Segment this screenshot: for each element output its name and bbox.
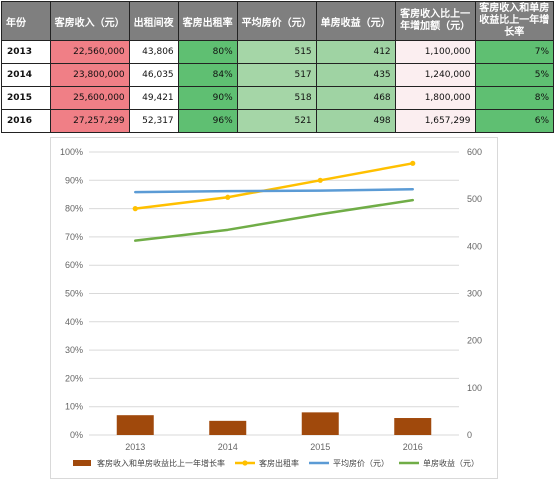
table-header-row: 年份 客房收入（元） 出租间夜 客房出租率 平均房价（元） 单房收益（元） 客房… (1, 1, 554, 41)
legend-label: 客房收入和单房收益比上一年增长率 (97, 458, 225, 468)
cell-nights: 43,806 (128, 40, 179, 64)
y-left-tick-label: 60% (65, 260, 83, 270)
y-left-tick-label: 90% (65, 175, 83, 185)
y-right-tick-label: 0 (467, 430, 472, 440)
y-left-tick-label: 20% (65, 373, 83, 383)
table-row: 2013 22,560,000 43,806 80% 515 412 1,100… (1, 40, 554, 64)
y-right-tick-label: 600 (467, 147, 482, 157)
cell-year: 2015 (1, 86, 51, 110)
cell-occupancy: 80% (177, 40, 238, 64)
y-right-tick-label: 100 (467, 383, 482, 393)
cell-avg-price: 518 (236, 86, 317, 110)
y-left-tick-label: 80% (65, 204, 83, 214)
cell-increase: 1,657,299 (394, 109, 476, 133)
data-point (410, 160, 416, 166)
header-occupancy: 客房出租率 (177, 1, 238, 41)
cell-room-yield: 498 (315, 109, 396, 133)
table-row: 2016 27,257,299 52,317 96% 521 498 1,657… (1, 109, 554, 133)
cell-room-yield: 435 (315, 63, 396, 87)
chart-canvas: 0% 10% 20% 30% 40% 50% 60% 70% 80% 90% 100% 0 100 200… (60, 147, 482, 468)
table-row: 2015 25,600,000 49,421 90% 518 468 1,800… (1, 86, 554, 110)
cell-revenue: 22,560,000 (49, 40, 130, 64)
cell-growth: 5% (474, 63, 554, 87)
cell-revenue: 25,600,000 (49, 86, 130, 110)
header-growth: 客房收入和单房收益比上一年增长率 (474, 1, 554, 41)
y-left-tick-label: 100% (60, 147, 83, 157)
cell-avg-price: 517 (236, 63, 317, 87)
cell-revenue: 23,800,000 (49, 63, 130, 87)
bar (116, 415, 154, 435)
y-left-tick-label: 40% (65, 317, 83, 327)
cell-room-yield: 412 (315, 40, 396, 64)
y-left-tick-label: 30% (65, 345, 83, 355)
cell-year: 2014 (1, 63, 51, 87)
cell-increase: 1,100,000 (394, 40, 476, 64)
header-revenue: 客房收入（元） (49, 1, 130, 41)
x-tick-label: 2015 (310, 442, 330, 452)
cell-growth: 7% (474, 40, 554, 64)
y-right-tick-label: 200 (467, 336, 482, 346)
header-increase: 客房收入比上一年增加额（元） (394, 1, 476, 41)
header-year: 年份 (1, 1, 51, 41)
y-right-tick-label: 300 (467, 289, 482, 299)
cell-increase: 1,800,000 (394, 86, 476, 110)
cell-nights: 52,317 (128, 109, 179, 133)
y-right-tick-label: 500 (467, 194, 482, 204)
cell-occupancy: 90% (177, 86, 238, 110)
bar (394, 418, 432, 435)
x-tick-label: 2013 (125, 442, 145, 452)
cell-increase: 1,240,000 (394, 63, 476, 87)
header-avg-price: 平均房价（元） (236, 1, 317, 41)
legend-marker (242, 460, 248, 466)
series-line (134, 162, 414, 210)
legend-label: 客房出租率 (259, 458, 299, 468)
y-left-tick-label: 70% (65, 232, 83, 242)
cell-occupancy: 96% (177, 109, 238, 133)
cell-revenue: 27,257,299 (49, 109, 130, 133)
bar (209, 420, 247, 435)
y-right-tick-label: 400 (467, 241, 482, 251)
legend-label: 平均房价（元） (333, 458, 389, 468)
data-point (317, 177, 323, 183)
cell-room-yield: 468 (315, 86, 396, 110)
combo-chart: 0% 10% 20% 30% 40% 50% 60% 70% 80% 90% 100% 0 100 200… (50, 137, 498, 479)
cell-growth: 6% (474, 109, 554, 133)
cell-occupancy: 84% (177, 63, 238, 87)
y-left-tick-label: 10% (65, 402, 83, 412)
y-left-tick-label: 50% (65, 289, 83, 299)
cell-avg-price: 521 (236, 109, 317, 133)
cell-nights: 46,035 (128, 63, 179, 87)
legend-swatch (73, 460, 91, 466)
data-point (225, 194, 231, 200)
header-room-yield: 单房收益（元） (315, 1, 396, 41)
cell-nights: 49,421 (128, 86, 179, 110)
cell-year: 2016 (1, 109, 51, 133)
header-nights: 出租间夜 (128, 1, 179, 41)
cell-growth: 8% (474, 86, 554, 110)
series-line (134, 198, 414, 242)
bar (301, 412, 339, 435)
table-row: 2014 23,800,000 46,035 84% 517 435 1,240… (1, 63, 554, 87)
data-point (132, 206, 138, 212)
cell-year: 2013 (1, 40, 51, 64)
x-tick-label: 2014 (218, 442, 238, 452)
y-left-tick-label: 0% (70, 430, 83, 440)
x-tick-label: 2016 (403, 442, 423, 452)
data-table: 年份 客房收入（元） 出租间夜 客房出租率 平均房价（元） 单房收益（元） 客房… (1, 1, 554, 133)
series-line (134, 188, 414, 194)
legend-label: 单房收益（元） (423, 458, 479, 468)
cell-avg-price: 515 (236, 40, 317, 64)
